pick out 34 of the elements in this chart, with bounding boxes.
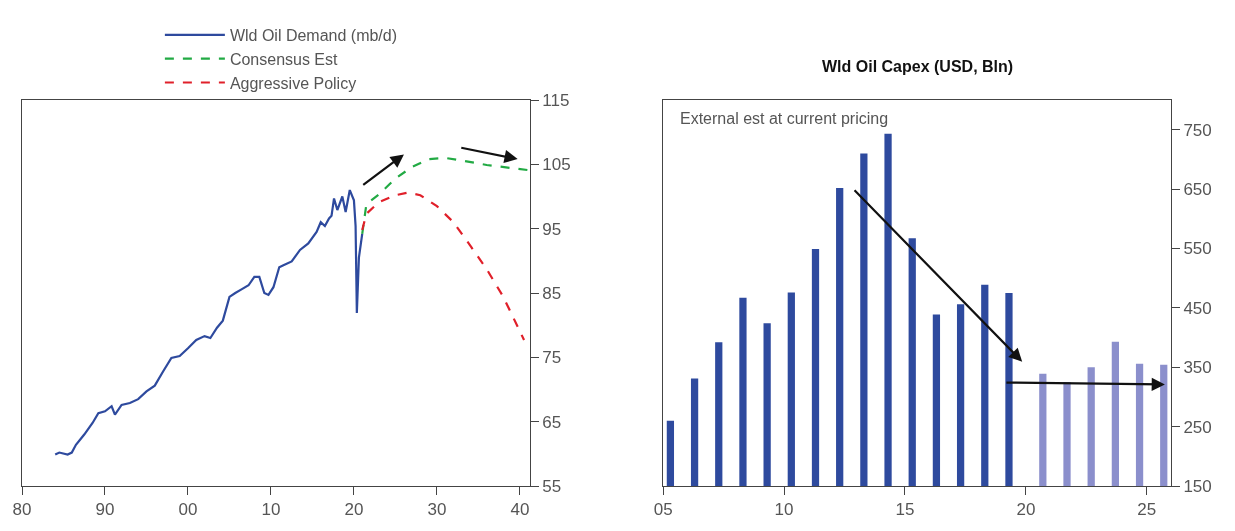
- x-tick-label: 05: [653, 500, 673, 520]
- annotation: External est at current pricing: [680, 110, 889, 127]
- x-tick-label: 20: [344, 500, 364, 520]
- y-tick-label: 350: [1183, 358, 1212, 378]
- legend-label: Aggressive Policy: [229, 74, 357, 92]
- legend-label: Consensus Est: [229, 50, 339, 68]
- y-tick-label: 550: [1183, 239, 1212, 259]
- y-tick-label: 55: [542, 476, 562, 496]
- y-tick-label: 650: [1183, 180, 1212, 200]
- y-tick-label: 85: [542, 283, 562, 303]
- y-tick-label: 65: [542, 412, 562, 432]
- y-tick-label: 115: [542, 90, 570, 110]
- line-series: [54, 188, 364, 456]
- x-tick-label: 90: [95, 500, 115, 520]
- x-tick-label: 80: [12, 500, 32, 520]
- y-tick-label: 450: [1183, 298, 1212, 318]
- x-tick-label: 10: [261, 500, 281, 520]
- y-tick-label: 150: [1183, 476, 1212, 496]
- chart-title: Wld Oil Capex (USD, Bln): [822, 58, 1014, 75]
- y-tick-label: 250: [1183, 417, 1212, 437]
- x-tick-label: 00: [178, 500, 198, 520]
- x-tick-label: 10: [774, 500, 794, 520]
- x-tick-label: 30: [427, 500, 447, 520]
- line-series: [361, 191, 526, 342]
- x-tick-label: 40: [510, 500, 530, 520]
- y-tick-label: 750: [1183, 120, 1212, 140]
- line-series: [361, 156, 530, 235]
- y-tick-label: 105: [542, 155, 571, 175]
- x-tick-label: 25: [1137, 500, 1157, 520]
- y-tick-label: 75: [542, 348, 562, 368]
- x-tick-label: 20: [1016, 500, 1036, 520]
- y-tick-label: 95: [542, 219, 562, 239]
- x-tick-label: 15: [895, 500, 915, 520]
- legend-label: Wld Oil Demand (mb/d): [229, 27, 398, 45]
